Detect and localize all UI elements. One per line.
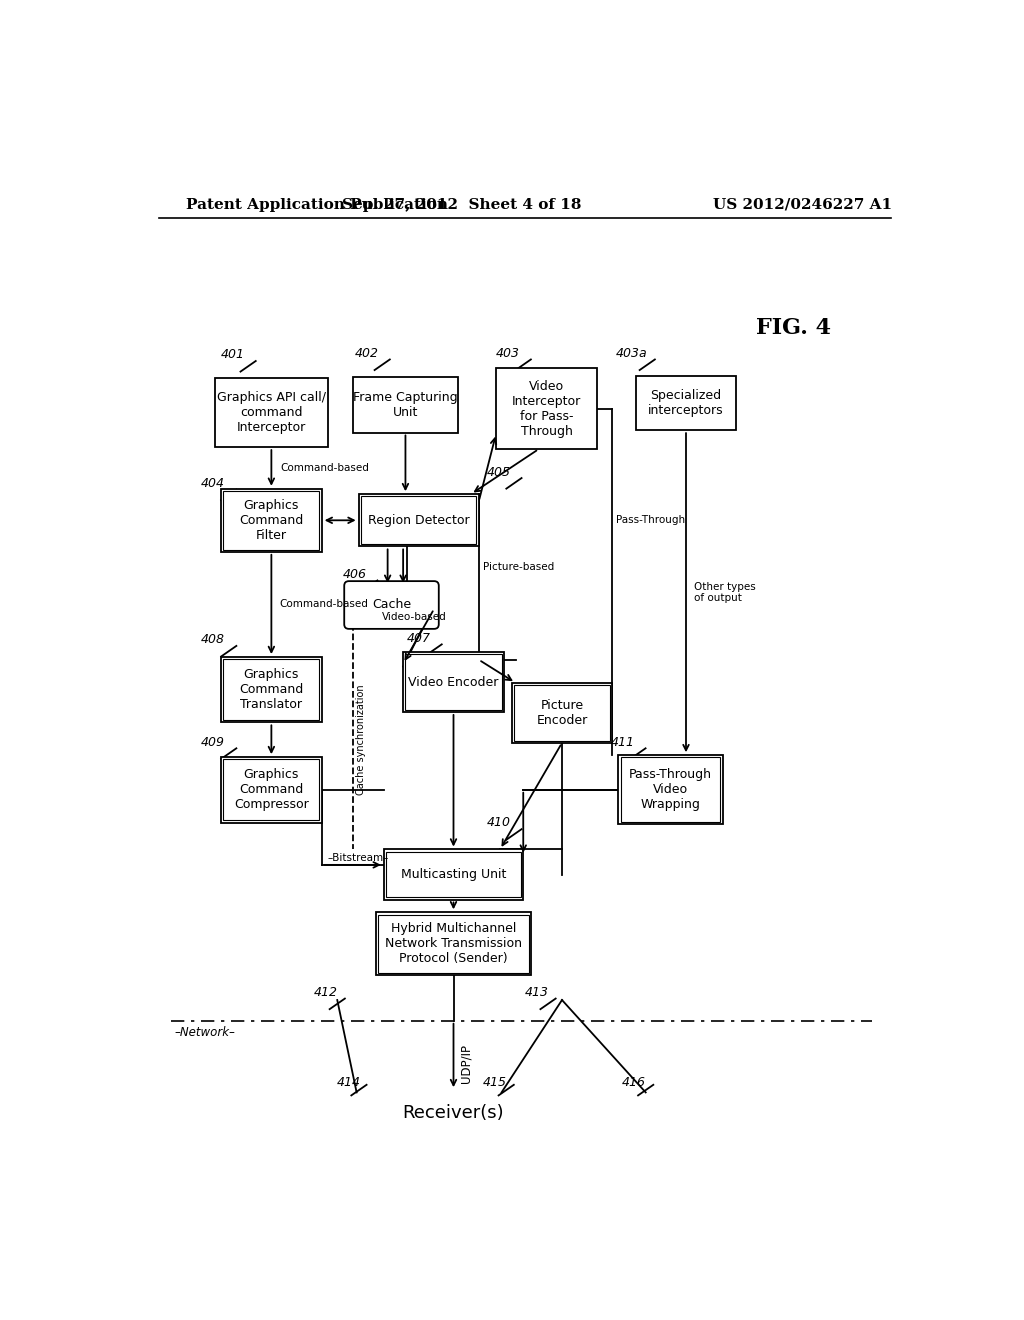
Text: FIG. 4: FIG. 4 — [756, 317, 830, 339]
Text: 406: 406 — [342, 568, 367, 581]
Text: Graphics
Command
Filter: Graphics Command Filter — [240, 499, 303, 541]
Bar — [406, 655, 502, 710]
Bar — [358, 494, 478, 546]
Text: Patent Application Publication: Patent Application Publication — [186, 198, 449, 211]
Text: Command-based: Command-based — [281, 463, 370, 473]
Bar — [378, 915, 528, 973]
Text: 412: 412 — [313, 986, 338, 999]
Bar — [514, 685, 610, 741]
Text: Frame Capturing
Unit: Frame Capturing Unit — [353, 391, 458, 418]
Text: Receiver(s): Receiver(s) — [402, 1105, 504, 1122]
Text: Cache synchronization: Cache synchronization — [356, 685, 366, 795]
Text: Specialized
interceptors: Specialized interceptors — [648, 389, 724, 417]
Text: Command-based: Command-based — [280, 599, 368, 610]
Text: 401: 401 — [220, 348, 245, 362]
Bar — [618, 755, 723, 825]
Text: –Bitstream–: –Bitstream– — [328, 853, 389, 863]
Text: 413: 413 — [524, 986, 549, 999]
Bar — [223, 659, 319, 721]
Bar — [360, 496, 476, 544]
Text: 403: 403 — [496, 347, 520, 360]
Bar — [636, 376, 736, 430]
Text: 411: 411 — [610, 735, 635, 748]
Bar — [496, 368, 597, 449]
Bar — [221, 657, 322, 722]
Bar — [512, 682, 612, 743]
Text: 410: 410 — [486, 816, 510, 829]
Text: 409: 409 — [202, 735, 225, 748]
Text: Cache: Cache — [372, 598, 411, 611]
Text: Video Encoder: Video Encoder — [409, 676, 499, 689]
Text: Pass-Through
Video
Wrapping: Pass-Through Video Wrapping — [629, 768, 712, 812]
Text: Hybrid Multichannel
Network Transmission
Protocol (Sender): Hybrid Multichannel Network Transmission… — [385, 923, 522, 965]
Text: Picture
Encoder: Picture Encoder — [537, 698, 588, 727]
Text: –Network–: –Network– — [174, 1026, 236, 1039]
Text: Pass-Through: Pass-Through — [616, 515, 685, 525]
Text: Graphics
Command
Translator: Graphics Command Translator — [240, 668, 303, 711]
Bar — [376, 912, 531, 975]
Text: Region Detector: Region Detector — [368, 513, 469, 527]
Text: Graphics API call/
command
Interceptor: Graphics API call/ command Interceptor — [217, 391, 326, 434]
Text: Multicasting Unit: Multicasting Unit — [400, 869, 506, 880]
Text: 416: 416 — [622, 1076, 646, 1089]
Text: 415: 415 — [482, 1076, 507, 1089]
Bar — [221, 758, 322, 822]
Text: Picture-based: Picture-based — [482, 561, 554, 572]
Text: Graphics
Command
Compressor: Graphics Command Compressor — [234, 768, 309, 812]
Text: UDP/IP: UDP/IP — [460, 1044, 473, 1082]
Bar — [386, 851, 521, 898]
Text: US 2012/0246227 A1: US 2012/0246227 A1 — [713, 198, 892, 211]
FancyBboxPatch shape — [344, 581, 438, 628]
Bar — [621, 758, 721, 822]
Bar — [221, 488, 322, 552]
Text: 403a: 403a — [616, 347, 647, 360]
Bar — [384, 850, 523, 899]
Bar — [403, 652, 504, 711]
Text: Other types
of output: Other types of output — [693, 582, 756, 603]
Text: 405: 405 — [486, 466, 510, 479]
Bar — [215, 378, 328, 447]
Text: 414: 414 — [337, 1076, 360, 1089]
Bar — [353, 378, 458, 433]
Text: Video
Interceptor
for Pass-
Through: Video Interceptor for Pass- Through — [512, 380, 582, 438]
Text: 408: 408 — [202, 634, 225, 647]
Text: 404: 404 — [202, 477, 225, 490]
Bar — [223, 491, 319, 549]
Text: Sep. 27, 2012  Sheet 4 of 18: Sep. 27, 2012 Sheet 4 of 18 — [341, 198, 581, 211]
Text: 402: 402 — [354, 347, 379, 360]
Text: 407: 407 — [407, 631, 431, 644]
Text: Video-based: Video-based — [382, 612, 447, 622]
Bar — [223, 759, 319, 820]
